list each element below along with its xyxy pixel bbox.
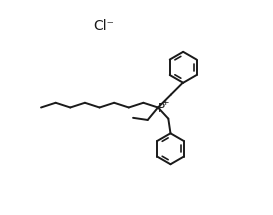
Text: +: + <box>162 98 169 107</box>
Text: Cl⁻: Cl⁻ <box>94 19 115 33</box>
Text: P: P <box>158 102 165 115</box>
